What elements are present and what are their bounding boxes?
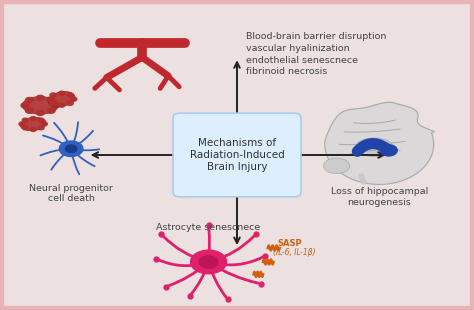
- Circle shape: [38, 126, 44, 130]
- Circle shape: [191, 250, 227, 274]
- Circle shape: [71, 97, 77, 101]
- Text: SASP: SASP: [277, 239, 302, 248]
- Circle shape: [30, 128, 36, 131]
- Circle shape: [67, 101, 73, 105]
- Circle shape: [59, 141, 83, 157]
- Circle shape: [26, 108, 34, 113]
- FancyArrowPatch shape: [357, 144, 386, 151]
- Circle shape: [65, 145, 77, 153]
- Circle shape: [199, 256, 218, 268]
- Circle shape: [46, 97, 53, 101]
- Text: Loss of hippocampal
neurogenesis: Loss of hippocampal neurogenesis: [330, 187, 428, 206]
- Circle shape: [52, 103, 60, 108]
- Text: Mechanisms of
Radiation-Induced
Brain Injury: Mechanisms of Radiation-Induced Brain In…: [190, 138, 284, 172]
- Circle shape: [36, 95, 44, 100]
- Circle shape: [58, 91, 65, 95]
- Circle shape: [58, 103, 65, 107]
- Text: Neural progenitor
cell death: Neural progenitor cell death: [29, 184, 113, 203]
- Circle shape: [22, 118, 28, 122]
- Text: Blood-brain barrier disruption
vascular hyalinization
endothelial senescnece
fib: Blood-brain barrier disruption vascular …: [246, 32, 387, 77]
- Circle shape: [50, 101, 56, 105]
- Circle shape: [21, 103, 29, 108]
- FancyBboxPatch shape: [19, 9, 455, 301]
- Circle shape: [38, 118, 44, 122]
- Circle shape: [30, 117, 36, 120]
- Ellipse shape: [48, 91, 75, 107]
- Ellipse shape: [22, 96, 58, 114]
- Polygon shape: [325, 102, 434, 184]
- Ellipse shape: [20, 117, 46, 131]
- Circle shape: [19, 122, 25, 126]
- Circle shape: [42, 122, 47, 126]
- Text: Astrocyte senescnece: Astrocyte senescnece: [156, 223, 261, 232]
- Circle shape: [50, 93, 56, 97]
- Circle shape: [67, 93, 73, 97]
- Circle shape: [26, 98, 34, 103]
- Circle shape: [380, 145, 397, 156]
- Circle shape: [22, 126, 28, 130]
- Circle shape: [36, 110, 44, 116]
- FancyArrowPatch shape: [361, 176, 364, 182]
- Ellipse shape: [356, 138, 393, 157]
- Circle shape: [47, 108, 55, 113]
- Ellipse shape: [323, 158, 350, 174]
- Text: (IL-6, IL-1β): (IL-6, IL-1β): [273, 248, 315, 257]
- FancyBboxPatch shape: [173, 113, 301, 197]
- Circle shape: [47, 98, 55, 103]
